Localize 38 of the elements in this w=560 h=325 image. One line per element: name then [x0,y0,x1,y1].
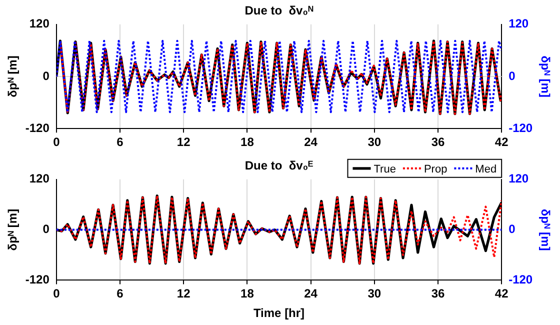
x-tick-label: 36 [431,135,445,150]
x-tick-label: 36 [431,286,445,301]
y2-axis-title: δpᴺ [m] [538,208,552,251]
y2-tick-label: 0 [508,68,516,83]
legend-label: True [374,163,396,176]
x-tick-label: 30 [368,286,382,301]
y2-tick-label: -120 [508,120,533,135]
legend-label: Prop [424,163,448,176]
x-tick-label: 0 [53,135,60,150]
x-axis-title: Time [hr] [253,306,305,320]
x-tick-label: 0 [53,286,60,301]
x-tick-label: 42 [494,135,509,150]
y-tick-label: -120 [25,120,50,135]
x-tick-label: 6 [116,135,124,150]
x-tick-label: 18 [240,135,254,150]
y-tick-label: -120 [25,272,50,287]
y2-axis-title: δpᴺ [m] [538,56,552,98]
y2-tick-label: 0 [508,222,516,236]
chart-title: Due to δv₀ᴺ [244,4,314,18]
x-tick-label: 42 [494,286,509,301]
y-axis-title: δpᴺ [m] [6,208,20,251]
y2-tick-label: 120 [508,172,529,186]
x-tick-label: 18 [240,286,254,301]
x-tick-label: 30 [368,135,382,150]
x-tick-label: 24 [304,286,318,301]
y-tick-label: 120 [29,172,50,186]
x-tick-label: 12 [176,286,191,301]
x-tick-label: 24 [304,135,318,150]
y2-tick-label: 120 [508,16,529,31]
x-tick-label: 12 [176,135,191,150]
y-tick-label: 0 [42,222,50,236]
x-tick-label: 6 [116,286,124,301]
y2-tick-label: -120 [508,272,533,287]
y-tick-label: 120 [29,16,50,31]
y-axis-title: δpᴺ [m] [6,56,20,98]
legend-label: Med [475,163,497,176]
chart-title: Due to δv₀ᴱ [244,158,314,173]
y-tick-label: 0 [42,68,50,83]
